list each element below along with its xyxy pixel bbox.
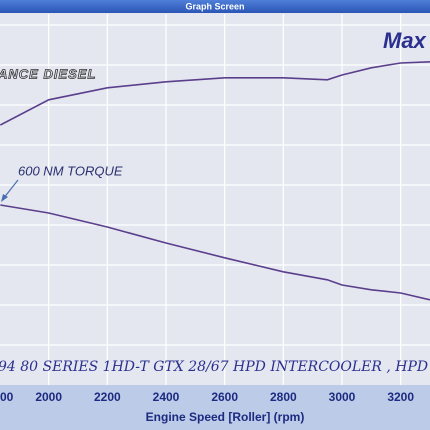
- title-bar: [0, 0, 430, 13]
- x-tick-label: 3000: [329, 390, 356, 404]
- description: 94 80 SERIES 1HD-T GTX 28/67 HPD INTERCO…: [0, 359, 430, 375]
- x-tick-label: 2600: [211, 390, 238, 404]
- brand: Max: [383, 28, 427, 53]
- plot-area: [0, 13, 430, 385]
- x-tick-label: 2800: [270, 390, 297, 404]
- x-tick-label: 3200: [387, 390, 414, 404]
- curve: [0, 204, 430, 301]
- x-axis-band: [0, 385, 430, 430]
- x-tick-label: 2000: [35, 390, 62, 404]
- curve: [0, 61, 430, 126]
- x-tick-label: 00: [0, 390, 14, 404]
- x-tick-label: 2200: [94, 390, 121, 404]
- x-tick-label: 2400: [153, 390, 180, 404]
- grid: [0, 14, 430, 385]
- window-title: Graph Screen: [185, 1, 244, 11]
- curves: [0, 61, 430, 301]
- annotation-arrowhead: [1, 194, 8, 202]
- annotation: 600 NM TORQUE: [18, 163, 123, 178]
- x-axis-label: Engine Speed [Roller] (rpm): [146, 410, 305, 424]
- logo-text: ANCE DIESEL: [0, 66, 96, 81]
